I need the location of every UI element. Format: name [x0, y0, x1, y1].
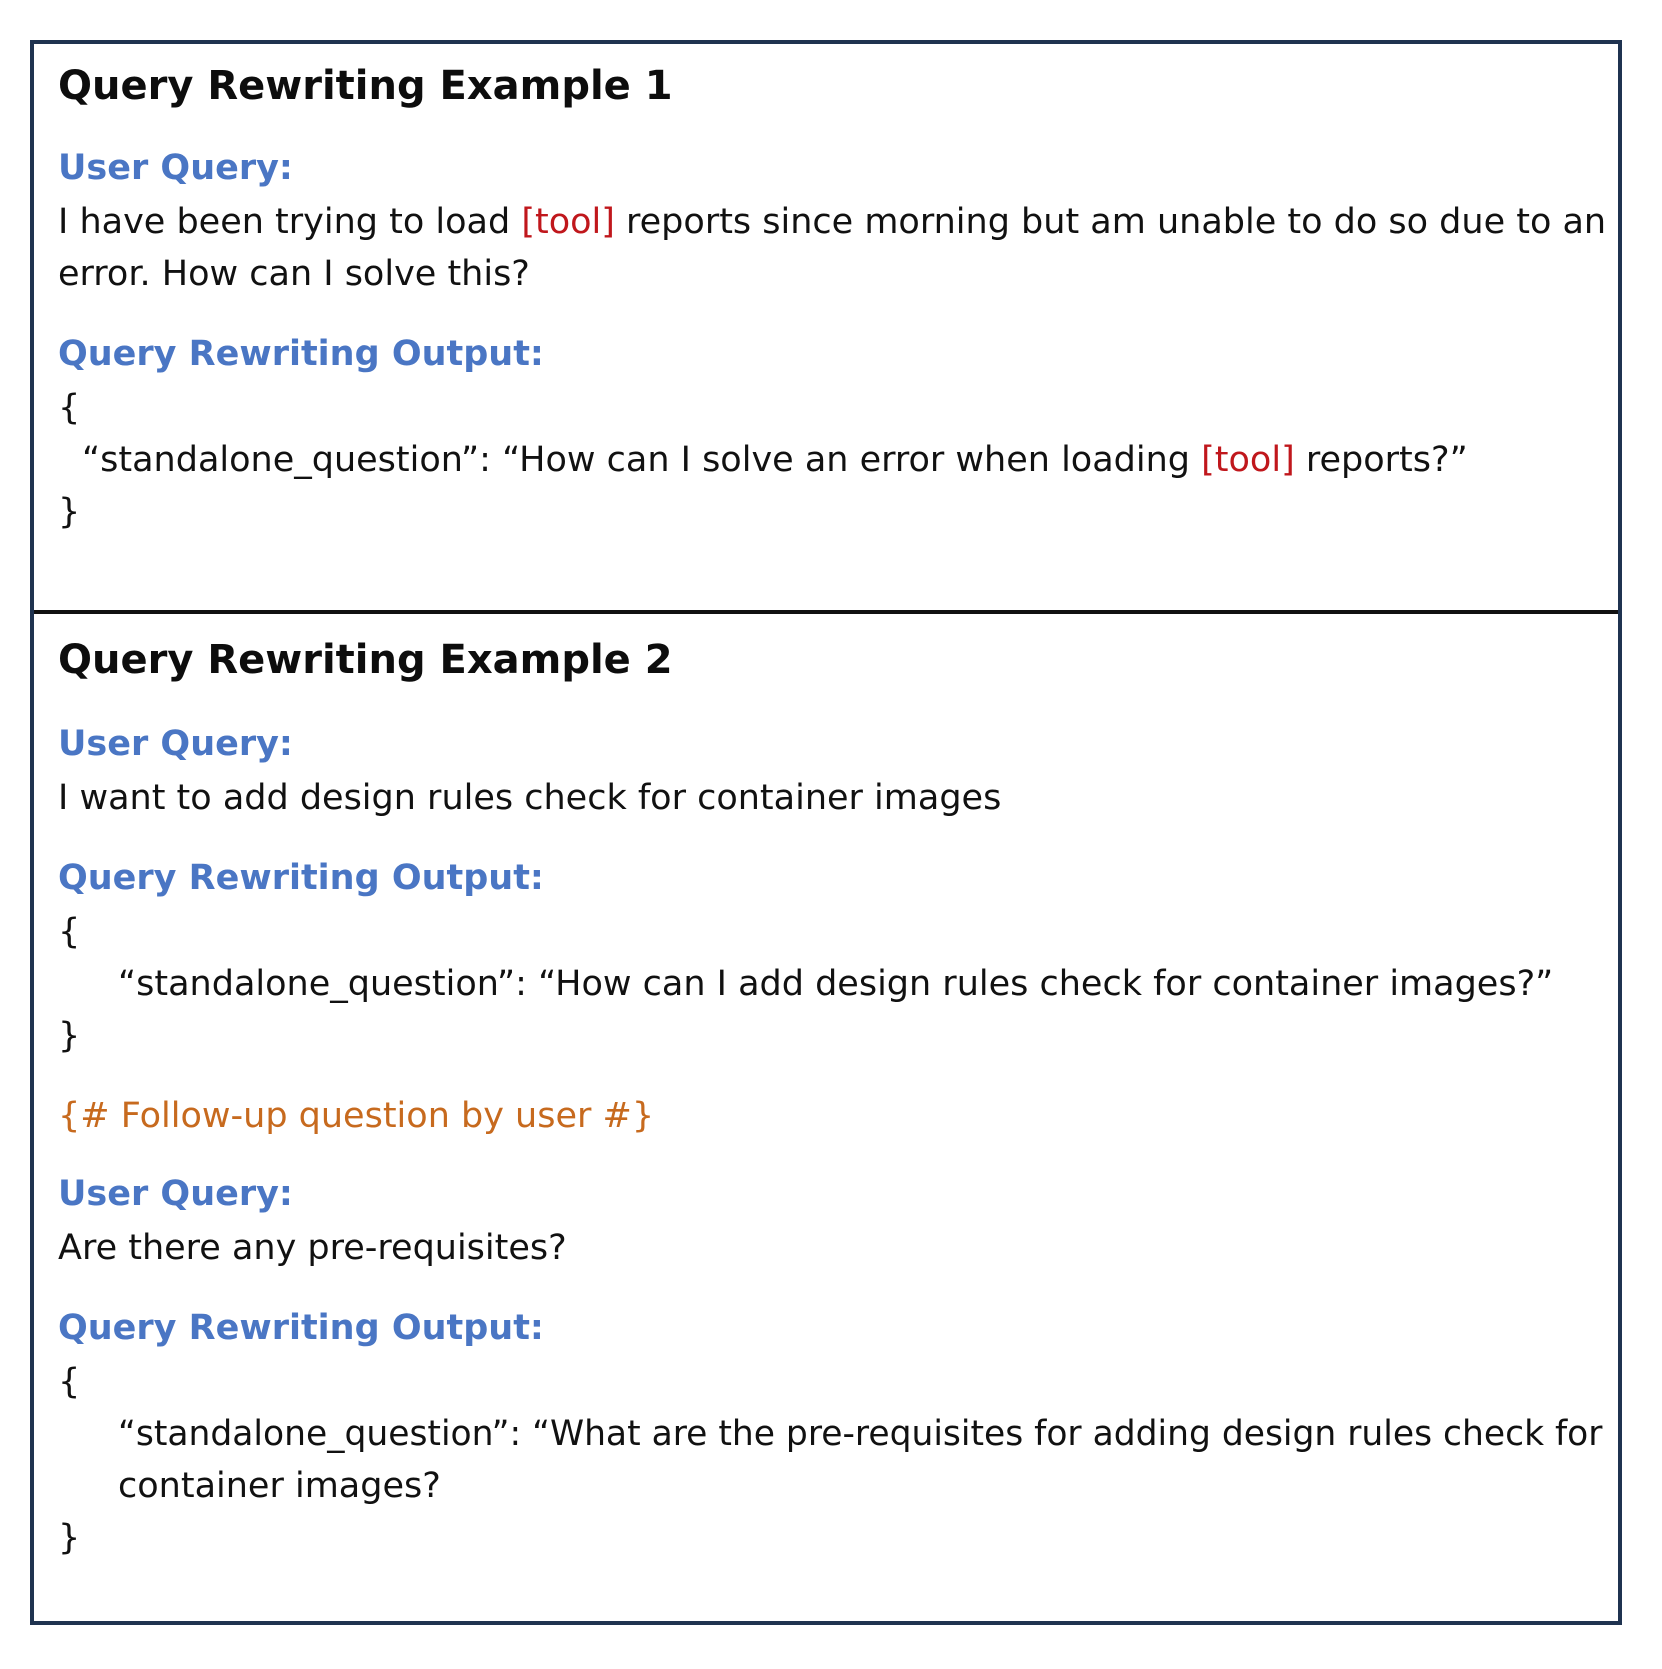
tool-placeholder: [tool] [1201, 440, 1295, 480]
follow-up-note: {# Follow-up question by user #} [58, 1088, 654, 1144]
tool-placeholder: [tool] [521, 202, 615, 242]
example-2-output-2-line-2: container images? [118, 1458, 441, 1514]
example-2-open-brace-2: { [58, 1354, 80, 1410]
example-1-user-query-label: User Query: [58, 140, 293, 196]
example-1-output-line: “standalone_question”: “How can I solve … [82, 432, 1468, 488]
example-2-open-brace: { [58, 904, 80, 960]
example-2-close-brace: } [58, 1008, 80, 1064]
user-query-text: reports since morning but am unable to d… [615, 202, 1606, 242]
example-2-output-line: “standalone_question”: “How can I add de… [118, 956, 1553, 1012]
output-text: reports?” [1295, 440, 1468, 480]
example-2-user-query-2-label: User Query: [58, 1166, 293, 1222]
example-1-close-brace: } [58, 484, 80, 540]
example-1-user-query-line-2: error. How can I solve this? [58, 246, 530, 302]
example-2-section: Query Rewriting Example 2 User Query: I … [34, 614, 1618, 1621]
user-query-text: I have been trying to load [58, 202, 521, 242]
examples-frame: Query Rewriting Example 1 User Query: I … [30, 40, 1622, 1625]
example-1-output-label: Query Rewriting Output: [58, 326, 544, 382]
example-2-user-query: I want to add design rules check for con… [58, 770, 1001, 826]
example-1-user-query-line-1: I have been trying to load [tool] report… [58, 194, 1606, 250]
example-1-section: Query Rewriting Example 1 User Query: I … [34, 44, 1618, 610]
output-text: “standalone_question”: “How can I solve … [82, 440, 1201, 480]
example-2-user-query-label: User Query: [58, 716, 293, 772]
example-1-open-brace: { [58, 380, 80, 436]
example-2-output-2-label: Query Rewriting Output: [58, 1300, 544, 1356]
example-1-title: Query Rewriting Example 1 [58, 58, 673, 114]
example-2-output-2-line-1: “standalone_question”: “What are the pre… [118, 1406, 1602, 1462]
example-2-title: Query Rewriting Example 2 [58, 632, 673, 688]
example-2-user-query-2: Are there any pre-requisites? [58, 1220, 567, 1276]
example-2-output-label: Query Rewriting Output: [58, 850, 544, 906]
example-2-close-brace-2: } [58, 1510, 80, 1566]
